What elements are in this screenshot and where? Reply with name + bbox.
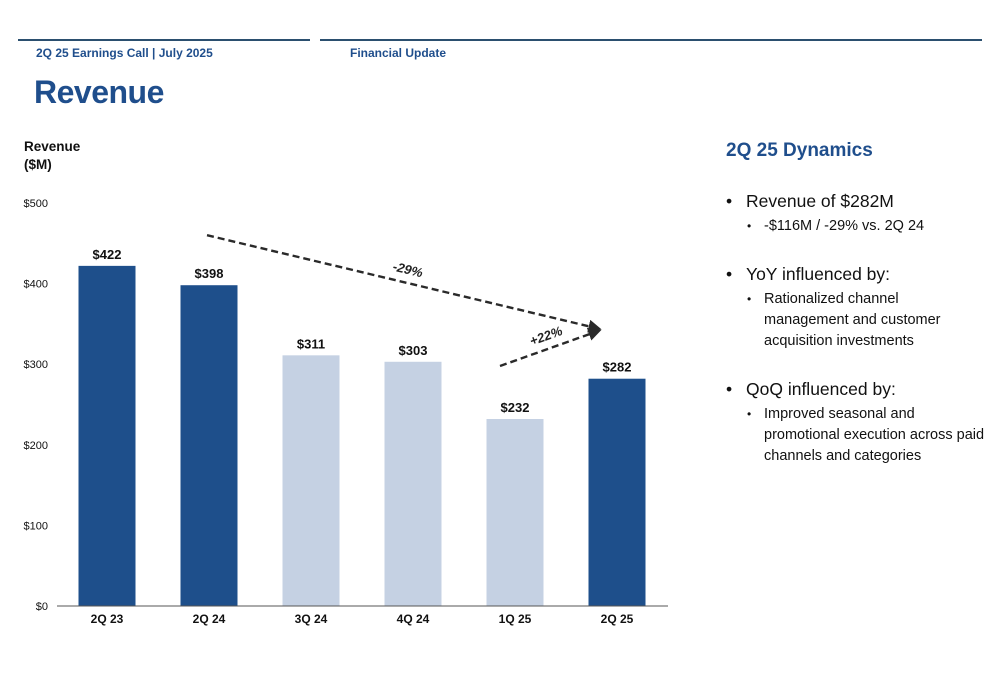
dynamics-panel: 2Q 25 Dynamics Revenue of $282M -$116M /… xyxy=(726,140,986,493)
dynamics-sub-list: -$116M / -29% vs. 2Q 24 xyxy=(726,216,986,237)
y-tick-label: $300 xyxy=(24,359,48,371)
dynamics-sub-list: Improved seasonal and promotional execut… xyxy=(726,404,986,467)
bar-2q-25 xyxy=(588,378,646,606)
bar-data-label: $422 xyxy=(93,247,122,262)
bar-4q-24 xyxy=(384,361,442,606)
yoy-change-label: -29% xyxy=(391,259,424,281)
qoq-change-label: +22% xyxy=(528,323,565,349)
page-title: Revenue xyxy=(34,74,164,110)
dynamics-sub-bullet: Improved seasonal and promotional execut… xyxy=(726,404,986,467)
y-tick-label: $0 xyxy=(36,601,48,613)
y-tick-label: $400 xyxy=(24,279,48,291)
dynamics-sub-bullet: Rationalized channel management and cust… xyxy=(726,289,986,352)
dynamics-sub-bullet: -$116M / -29% vs. 2Q 24 xyxy=(726,216,986,237)
revenue-bar-chart: Revenue ($M) $0 $100 $200 $300 $400 $500 $422 2Q … xyxy=(24,139,668,626)
bar-data-label: $311 xyxy=(297,336,325,351)
x-category-label: 1Q 25 xyxy=(499,612,532,626)
header-rule-right xyxy=(320,39,982,41)
y-axis-title: Revenue xyxy=(24,139,81,154)
dynamics-bullet: QoQ influenced by: xyxy=(726,378,986,400)
bar-data-label: $282 xyxy=(603,360,632,375)
dynamics-bullet: YoY influenced by: xyxy=(726,263,986,285)
x-category-label: 3Q 24 xyxy=(295,612,328,626)
bar-data-label: $232 xyxy=(501,400,530,415)
x-category-label: 2Q 24 xyxy=(193,612,226,626)
bar-1q-25 xyxy=(486,419,544,606)
yoy-trend-arrow xyxy=(206,234,602,333)
y-tick-label: $200 xyxy=(24,440,48,452)
bar-data-label: $303 xyxy=(399,343,428,358)
bar-3q-24 xyxy=(282,355,340,606)
dynamics-sub-list: Rationalized channel management and cust… xyxy=(726,289,986,352)
header-rule-left xyxy=(18,39,310,41)
dynamics-bullet: Revenue of $282M xyxy=(726,190,986,212)
bar-2q-23 xyxy=(78,265,136,606)
y-tick-label: $100 xyxy=(24,520,48,532)
header-section-label: Financial Update xyxy=(350,46,447,60)
y-tick-label: $500 xyxy=(24,198,48,210)
x-category-label: 4Q 24 xyxy=(397,612,430,626)
x-category-label: 2Q 23 xyxy=(91,612,124,626)
x-category-label: 2Q 25 xyxy=(601,612,634,626)
bar-data-label: $398 xyxy=(195,266,224,281)
y-axis-title: ($M) xyxy=(24,157,52,172)
header-event-label: 2Q 25 Earnings Call | July 2025 xyxy=(36,46,213,60)
dynamics-title: 2Q 25 Dynamics xyxy=(726,140,873,161)
bar-2q-24 xyxy=(180,285,238,606)
qoq-trend-arrow xyxy=(499,328,602,368)
